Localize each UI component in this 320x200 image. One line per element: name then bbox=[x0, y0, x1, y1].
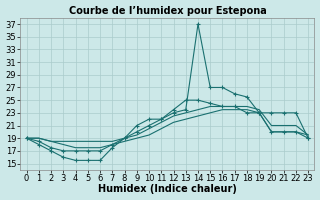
X-axis label: Humidex (Indice chaleur): Humidex (Indice chaleur) bbox=[98, 184, 237, 194]
Title: Courbe de l’humidex pour Estepona: Courbe de l’humidex pour Estepona bbox=[68, 6, 266, 16]
